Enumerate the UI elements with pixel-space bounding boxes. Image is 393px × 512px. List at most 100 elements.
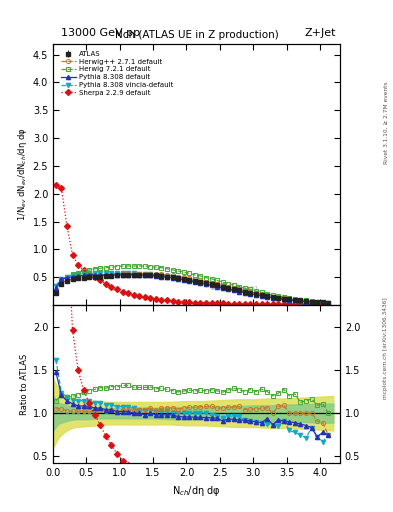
Herwig 7.2.1 default (64, 273, 69, 280)
Pythia 8.308 vincia-default (120, 270, 125, 276)
Herwig++ 2.7.1 default (231, 285, 236, 291)
Pythia 8.308 vincia-default (165, 273, 169, 279)
Text: 2019_I1736531: 2019_I1736531 (211, 285, 259, 291)
Herwig 7.2.1 default (248, 286, 253, 292)
Herwig++ 2.7.1 default (270, 293, 275, 300)
Herwig++ 2.7.1 default (59, 280, 64, 286)
Sherpa 2.2.9 default (298, 301, 303, 307)
Pythia 8.308 default (242, 290, 247, 296)
Herwig++ 2.7.1 default (304, 298, 309, 304)
Herwig++ 2.7.1 default (287, 296, 292, 303)
Sherpa 2.2.9 default (242, 301, 247, 307)
Sherpa 2.2.9 default (64, 223, 69, 229)
Herwig 7.2.1 default (92, 266, 97, 272)
Pythia 8.308 default (70, 273, 75, 280)
Pythia 8.308 default (281, 296, 286, 303)
Pythia 8.308 default (148, 272, 153, 279)
Pythia 8.308 default (265, 293, 270, 300)
Pythia 8.308 vincia-default (170, 274, 175, 280)
Pythia 8.308 default (76, 273, 81, 279)
Sherpa 2.2.9 default (309, 301, 314, 307)
Herwig++ 2.7.1 default (165, 272, 169, 278)
Herwig++ 2.7.1 default (276, 294, 281, 300)
Herwig 7.2.1 default (204, 274, 208, 281)
Pythia 8.308 default (53, 285, 58, 291)
Herwig 7.2.1 default (226, 281, 231, 287)
Herwig++ 2.7.1 default (253, 290, 258, 296)
Sherpa 2.2.9 default (176, 298, 180, 305)
Sherpa 2.2.9 default (209, 300, 214, 306)
Pythia 8.308 default (276, 295, 281, 302)
Herwig 7.2.1 default (87, 267, 92, 273)
Sherpa 2.2.9 default (98, 278, 103, 284)
Pythia 8.308 vincia-default (276, 296, 281, 302)
Pythia 8.308 default (181, 277, 186, 283)
Pythia 8.308 default (165, 274, 169, 280)
Sherpa 2.2.9 default (237, 301, 242, 307)
Herwig++ 2.7.1 default (76, 274, 81, 281)
Herwig++ 2.7.1 default (154, 271, 158, 278)
Sherpa 2.2.9 default (304, 301, 309, 307)
Pythia 8.308 default (204, 281, 208, 287)
Pythia 8.308 vincia-default (109, 270, 114, 276)
Herwig++ 2.7.1 default (187, 275, 192, 281)
Pythia 8.308 default (64, 274, 69, 281)
Herwig++ 2.7.1 default (193, 276, 197, 283)
Pythia 8.308 vincia-default (309, 299, 314, 305)
Herwig 7.2.1 default (109, 264, 114, 270)
Pythia 8.308 vincia-default (148, 271, 153, 278)
Herwig++ 2.7.1 default (148, 271, 153, 277)
Pythia 8.308 vincia-default (92, 270, 97, 276)
Herwig++ 2.7.1 default (81, 274, 86, 280)
Line: Sherpa 2.2.9 default: Sherpa 2.2.9 default (54, 183, 325, 307)
Sherpa 2.2.9 default (165, 297, 169, 304)
Herwig 7.2.1 default (231, 282, 236, 288)
Sherpa 2.2.9 default (115, 286, 119, 292)
Herwig++ 2.7.1 default (215, 281, 219, 287)
Sherpa 2.2.9 default (198, 300, 203, 306)
Text: 13000 GeV pp: 13000 GeV pp (61, 28, 140, 38)
Pythia 8.308 default (231, 287, 236, 293)
Pythia 8.308 vincia-default (253, 292, 258, 298)
Sherpa 2.2.9 default (120, 288, 125, 294)
Pythia 8.308 default (187, 278, 192, 284)
Herwig++ 2.7.1 default (103, 272, 108, 279)
Pythia 8.308 default (215, 284, 219, 290)
Pythia 8.308 default (176, 276, 180, 282)
Sherpa 2.2.9 default (159, 297, 164, 303)
Herwig++ 2.7.1 default (281, 295, 286, 302)
Herwig++ 2.7.1 default (298, 297, 303, 304)
Sherpa 2.2.9 default (287, 301, 292, 307)
Sherpa 2.2.9 default (204, 300, 208, 306)
Herwig++ 2.7.1 default (126, 271, 130, 278)
Pythia 8.308 default (292, 297, 297, 304)
Herwig++ 2.7.1 default (137, 271, 141, 277)
Sherpa 2.2.9 default (92, 274, 97, 280)
Sherpa 2.2.9 default (270, 301, 275, 307)
Pythia 8.308 vincia-default (292, 298, 297, 304)
Line: Herwig++ 2.7.1 default: Herwig++ 2.7.1 default (54, 272, 331, 305)
Pythia 8.308 default (248, 291, 253, 297)
Herwig 7.2.1 default (265, 291, 270, 297)
Herwig++ 2.7.1 default (92, 273, 97, 279)
Pythia 8.308 vincia-default (315, 300, 320, 306)
Pythia 8.308 vincia-default (53, 283, 58, 289)
Herwig 7.2.1 default (193, 272, 197, 278)
Pythia 8.308 vincia-default (98, 270, 103, 276)
Herwig 7.2.1 default (137, 263, 141, 269)
Pythia 8.308 vincia-default (176, 274, 180, 281)
Herwig 7.2.1 default (276, 293, 281, 299)
Herwig++ 2.7.1 default (98, 272, 103, 279)
Sherpa 2.2.9 default (231, 301, 236, 307)
Sherpa 2.2.9 default (320, 301, 325, 307)
Herwig++ 2.7.1 default (53, 290, 58, 296)
Sherpa 2.2.9 default (276, 301, 281, 307)
Sherpa 2.2.9 default (87, 271, 92, 277)
Herwig 7.2.1 default (259, 289, 264, 295)
Pythia 8.308 default (226, 286, 231, 292)
Pythia 8.308 vincia-default (326, 300, 331, 306)
Herwig 7.2.1 default (98, 265, 103, 271)
Pythia 8.308 vincia-default (115, 270, 119, 276)
Sherpa 2.2.9 default (281, 301, 286, 307)
Herwig 7.2.1 default (326, 300, 331, 306)
